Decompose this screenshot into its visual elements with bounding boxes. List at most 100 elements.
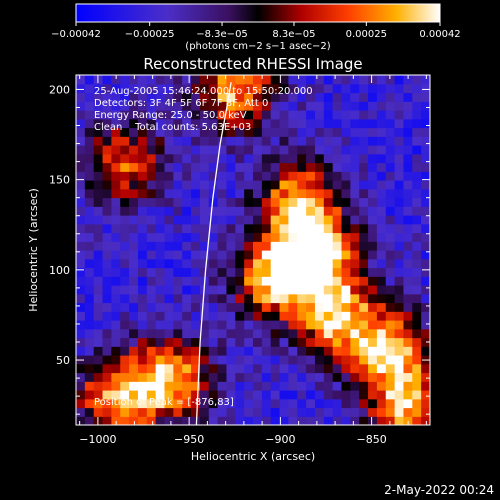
heatmap-cell	[235, 101, 245, 111]
heatmap-cell	[421, 363, 430, 374]
heatmap-cell	[137, 223, 148, 234]
heatmap-cell	[137, 101, 148, 111]
heatmap-cell	[385, 390, 396, 400]
heatmap-cell	[173, 118, 183, 129]
heatmap-cell	[421, 302, 430, 312]
heatmap-cell	[146, 83, 157, 94]
heatmap-cell	[288, 188, 298, 199]
heatmap-cell	[279, 118, 289, 129]
heatmap-cell	[314, 92, 325, 102]
heatmap-cell	[217, 267, 228, 277]
heatmap-cell	[341, 346, 351, 356]
heatmap-cell	[208, 223, 219, 234]
heatmap-cell	[421, 145, 430, 155]
heatmap-cell	[323, 83, 334, 94]
heatmap-cell	[279, 258, 289, 269]
colorbar-tick-label: 8.3e−05	[272, 29, 315, 40]
heatmap-cell	[306, 197, 316, 207]
heatmap-cell	[341, 285, 351, 295]
heatmap-cell	[297, 145, 307, 155]
heatmap-cell	[385, 83, 396, 94]
heatmap-cell	[146, 232, 157, 242]
heatmap-cell	[368, 92, 378, 102]
heatmap-cell	[323, 223, 334, 234]
heatmap-cell	[129, 223, 139, 234]
heatmap-cell	[191, 398, 201, 409]
heatmap-cell	[191, 180, 201, 190]
heatmap-cell	[306, 416, 316, 425]
heatmap-cell	[341, 188, 351, 199]
heatmap-cell	[412, 118, 422, 129]
heatmap-cell	[288, 136, 298, 146]
heatmap-cell	[412, 171, 422, 181]
heatmap-cell	[217, 92, 228, 102]
heatmap-cell	[199, 145, 210, 155]
heatmap-cell	[164, 75, 174, 85]
heatmap-cell	[368, 390, 378, 400]
heatmap-cell	[412, 136, 422, 146]
heatmap-cell	[84, 232, 95, 242]
heatmap-cell	[261, 250, 272, 260]
heatmap-cell	[182, 346, 192, 356]
heatmap-cell	[120, 75, 130, 85]
heatmap-cell	[279, 162, 289, 172]
heatmap-cell	[191, 206, 201, 216]
heatmap-cell	[306, 145, 316, 155]
heatmap-cell	[155, 267, 166, 277]
heatmap-cell	[403, 188, 413, 199]
heatmap-cell	[235, 276, 245, 286]
heatmap-cell	[146, 197, 157, 207]
heatmap-cell	[403, 407, 413, 417]
heatmap-cell	[270, 188, 281, 199]
heatmap-cell	[403, 118, 413, 129]
heatmap-cell	[297, 215, 307, 225]
heatmap-cell	[341, 145, 351, 155]
heatmap-cell	[235, 328, 245, 339]
heatmap-cell	[385, 92, 396, 102]
heatmap-cell	[217, 215, 228, 225]
heatmap-cell	[323, 101, 334, 111]
heatmap-cell	[412, 101, 422, 111]
heatmap-cell	[120, 162, 130, 172]
heatmap-cell	[412, 328, 422, 339]
heatmap-cell	[226, 372, 236, 382]
heatmap-cell	[182, 197, 192, 207]
heatmap-cell	[279, 285, 289, 295]
heatmap-cell	[226, 127, 236, 137]
heatmap-cell	[137, 232, 148, 242]
heatmap-cell	[253, 285, 263, 295]
heatmap-cell	[341, 197, 351, 207]
heatmap-cell	[191, 390, 201, 400]
heatmap-cell	[120, 337, 130, 347]
heatmap-cell	[173, 162, 183, 172]
heatmap-cell	[76, 302, 86, 312]
heatmap-cell	[376, 75, 387, 85]
heatmap-cell	[84, 320, 95, 330]
heatmap-cell	[120, 127, 130, 137]
heatmap-cell	[217, 355, 228, 365]
heatmap-cell	[102, 171, 112, 181]
heatmap-cell	[279, 232, 289, 242]
heatmap-cell	[359, 407, 369, 417]
heatmap-cell	[199, 223, 210, 234]
heatmap-cell	[217, 118, 228, 129]
heatmap-cell	[120, 197, 130, 207]
heatmap-cell	[385, 101, 396, 111]
heatmap-cell	[403, 250, 413, 260]
heatmap-cell	[403, 197, 413, 207]
heatmap-cell	[332, 92, 343, 102]
heatmap-cell	[191, 285, 201, 295]
heatmap-cell	[306, 127, 316, 137]
heatmap-cell	[368, 127, 378, 137]
heatmap-cell	[359, 197, 369, 207]
heatmap-cell	[323, 118, 334, 129]
heatmap-cell	[350, 346, 360, 356]
heatmap-cell	[297, 250, 307, 260]
heatmap-cell	[261, 381, 272, 391]
heatmap-cell	[146, 180, 157, 190]
heatmap-cell	[173, 293, 183, 304]
heatmap-cell	[84, 153, 95, 164]
heatmap-cell	[297, 390, 307, 400]
heatmap-cell	[226, 110, 236, 120]
heatmap-cell	[217, 136, 228, 146]
